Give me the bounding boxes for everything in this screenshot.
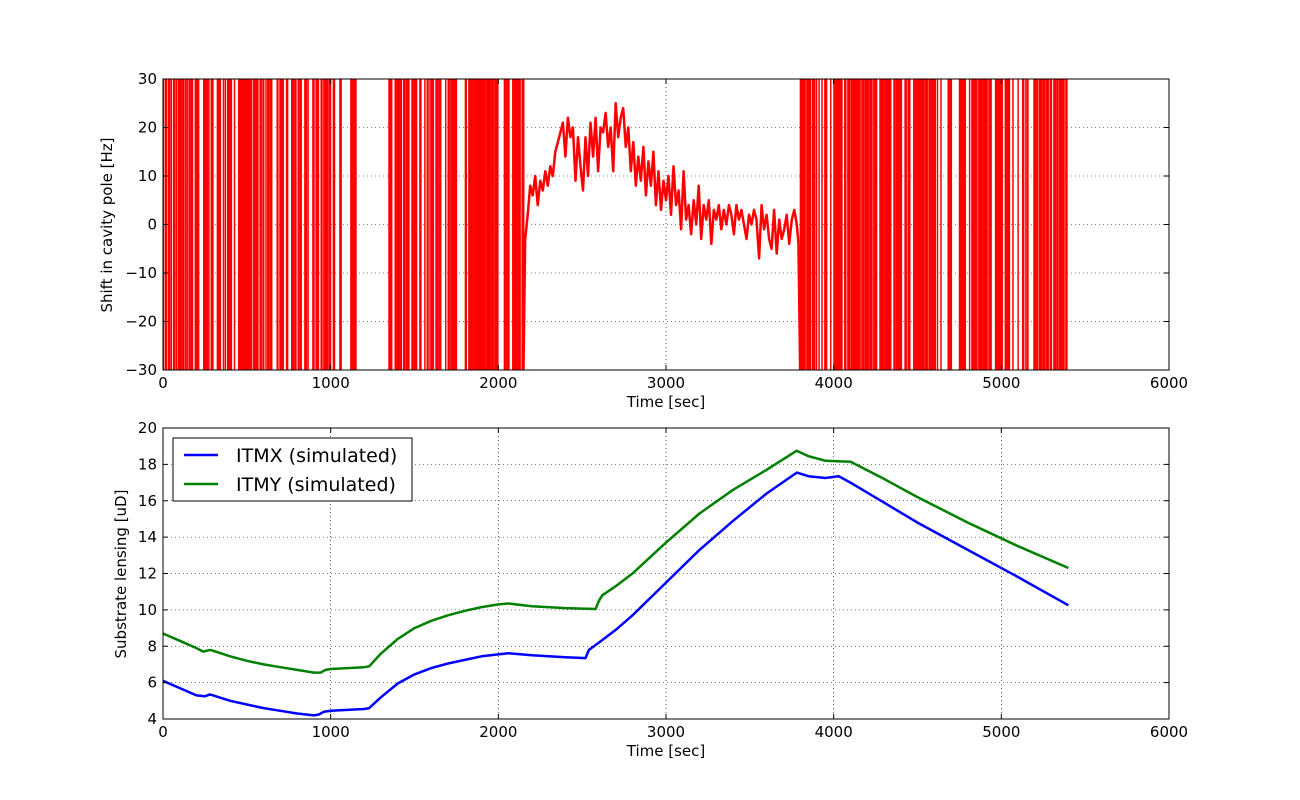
legend: ITMX (simulated) ITMY (simulated) xyxy=(172,437,413,502)
top-x-tick-label: 2000 xyxy=(479,374,517,392)
top-y-axis-label: Shift in cavity pole [Hz] xyxy=(98,137,116,312)
top-x-tick-label: 1000 xyxy=(312,374,350,392)
legend-label-itmx: ITMX (simulated) xyxy=(236,445,397,467)
bottom-y-tick-label: 12 xyxy=(138,565,157,583)
bottom-y-tick-label: 4 xyxy=(147,710,157,728)
bottom-x-tick-label: 5000 xyxy=(982,723,1020,741)
top-series-line-0 xyxy=(523,102,800,260)
bottom-x-tick-label: 0 xyxy=(158,723,168,741)
bottom-y-tick-label: 14 xyxy=(138,528,157,546)
top-plot: 0 1000 2000 3000 4000 5000 6000 −30 −20 −10 0 10 20 3… xyxy=(98,70,1188,411)
top-y-tick-label: −10 xyxy=(125,264,157,282)
bottom-series xyxy=(162,449,1070,717)
bottom-y-tick-label: 16 xyxy=(138,492,157,510)
bottom-x-tick-label: 4000 xyxy=(815,723,853,741)
bottom-plot: 0 1000 2000 3000 4000 5000 6000 4 6 8 10 12 14 16 18 20… xyxy=(112,419,1188,760)
bottom-y-tick-label: 8 xyxy=(147,637,157,655)
bottom-x-axis-label: Time [sec] xyxy=(626,742,705,760)
top-x-axis-label: Time [sec] xyxy=(626,393,705,411)
bottom-y-tick-label: 20 xyxy=(138,419,157,437)
top-x-tick-label: 0 xyxy=(158,374,168,392)
top-y-tick-label: 30 xyxy=(138,70,157,88)
top-x-tick-label: 6000 xyxy=(1150,374,1188,392)
bottom-y-tick-label: 18 xyxy=(138,455,157,473)
top-ticks: 0 1000 2000 3000 4000 5000 6000 −30 −20 −10 0 10 20 3… xyxy=(125,70,1188,392)
top-noise-bands xyxy=(162,79,1068,371)
top-x-tick-label: 3000 xyxy=(647,374,685,392)
top-series-rise xyxy=(522,239,527,371)
bottom-y-tick-label: 6 xyxy=(147,674,157,692)
top-series xyxy=(523,102,800,260)
bottom-x-tick-label: 6000 xyxy=(1150,723,1188,741)
bottom-x-tick-label: 1000 xyxy=(312,723,350,741)
legend-label-itmy: ITMY (simulated) xyxy=(236,474,396,496)
top-series-drop xyxy=(797,243,802,371)
top-y-tick-label: 10 xyxy=(138,167,157,185)
top-y-tick-label: −20 xyxy=(125,313,157,331)
top-x-tick-label: 5000 xyxy=(982,374,1020,392)
bottom-y-axis-label: Substrate lensing [uD] xyxy=(112,490,130,659)
bottom-x-tick-label: 3000 xyxy=(647,723,685,741)
series-line-itmy xyxy=(162,449,1069,674)
top-y-tick-label: 20 xyxy=(138,119,157,137)
top-x-tick-label: 4000 xyxy=(815,374,853,392)
bottom-ticks: 0 1000 2000 3000 4000 5000 6000 4 6 8 10 12 14 16 18 20 xyxy=(138,419,1188,741)
legend-box xyxy=(172,437,413,502)
top-y-tick-label: −30 xyxy=(125,361,157,379)
top-y-tick-label: 0 xyxy=(147,216,157,234)
series-line-itmx xyxy=(162,471,1070,717)
bottom-x-tick-label: 2000 xyxy=(479,723,517,741)
bottom-y-tick-label: 10 xyxy=(138,601,157,619)
